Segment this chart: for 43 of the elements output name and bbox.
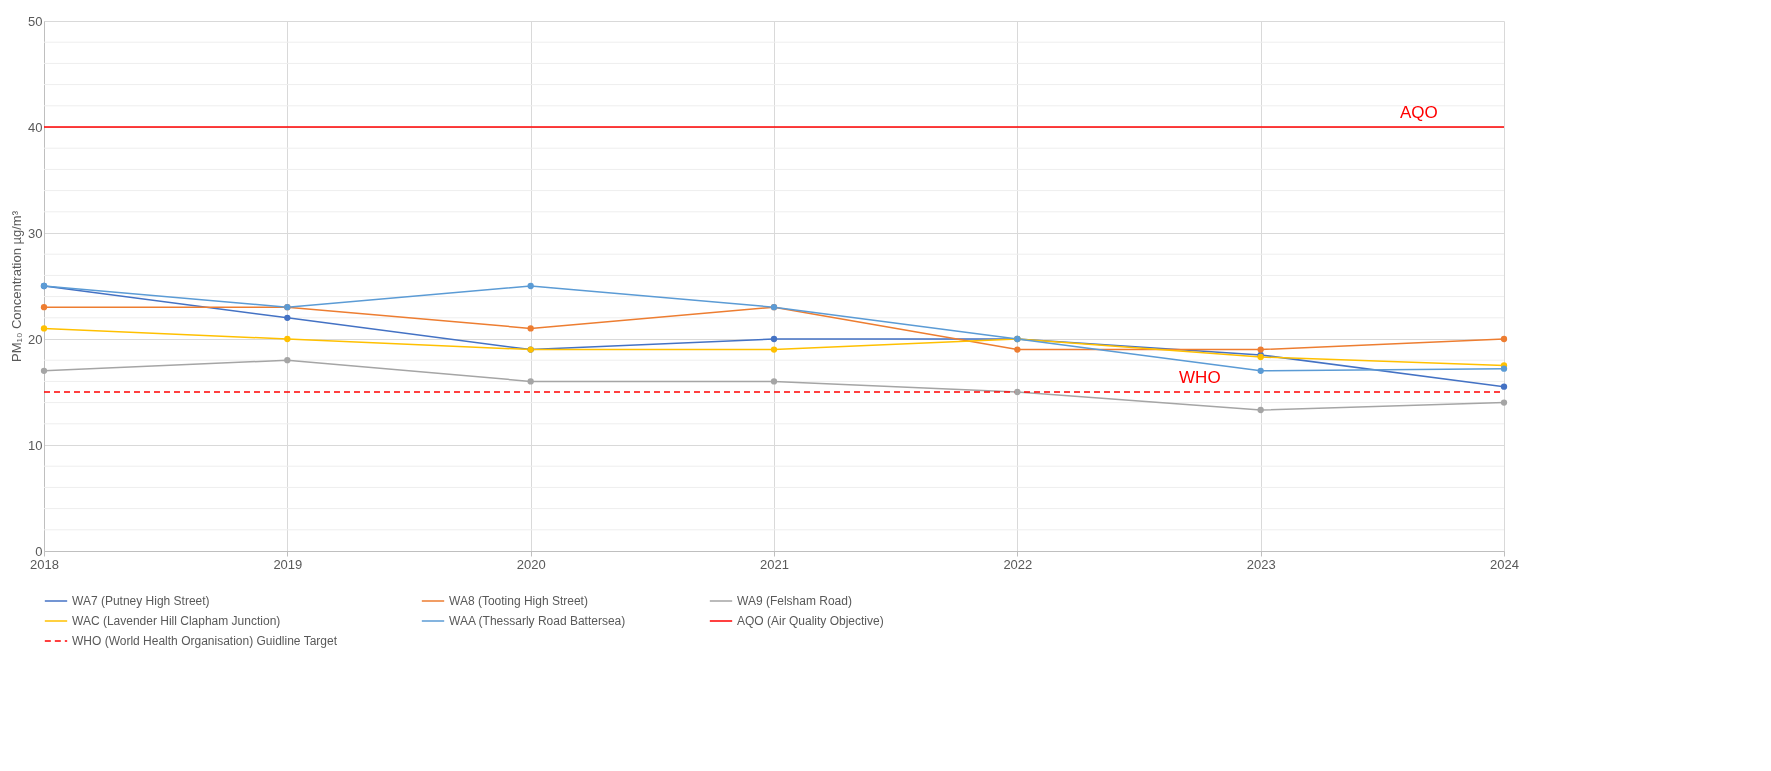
y-tick-label: 0 — [35, 543, 43, 559]
point — [1014, 346, 1021, 353]
point — [1014, 388, 1021, 396]
legend-label: WAC (Lavender Hill Clapham Junction) — [72, 614, 281, 628]
legend-label: WAA (Thessarly Road Battersea) — [449, 614, 626, 628]
point — [1500, 399, 1508, 406]
point — [527, 378, 534, 385]
x-tick-label: 2023 — [1246, 556, 1276, 572]
point — [770, 346, 778, 353]
point — [1500, 335, 1508, 343]
annotation: AQO — [1399, 103, 1438, 122]
y-tick-label: 20 — [28, 331, 43, 347]
legend-label: WA7 (Putney High Street) — [72, 594, 210, 608]
point — [40, 325, 48, 332]
point — [527, 325, 534, 332]
point — [40, 367, 48, 374]
point — [527, 282, 534, 290]
legend-label: WA8 (Tooting High Street) — [449, 594, 588, 608]
y-tick-label: 40 — [28, 119, 43, 135]
point — [40, 304, 48, 311]
point — [770, 335, 778, 343]
legend-label: WHO (World Health Organisation) Guidline Target — [72, 634, 338, 648]
legend-label: WA9 (Felsham Road) — [737, 594, 852, 608]
point — [1257, 406, 1264, 414]
point — [1257, 367, 1264, 374]
x-tick-label: 2024 — [1490, 556, 1519, 572]
y-tick-label: 10 — [28, 437, 43, 453]
point — [1500, 383, 1508, 390]
x-tick-label: 2020 — [516, 556, 546, 572]
x-tick-label: 2019 — [273, 556, 303, 572]
point — [770, 378, 778, 385]
x-tick-label: 2018 — [30, 556, 59, 572]
y-tick-label: 30 — [28, 225, 43, 241]
y-axis-title: PM₁₀ Concentration µg/m³ — [9, 210, 25, 362]
x-tick-label: 2021 — [760, 556, 789, 572]
point — [284, 335, 291, 343]
point — [284, 314, 291, 321]
y-tick-label: 50 — [28, 13, 43, 29]
legend-label: AQO (Air Quality Objective) — [737, 614, 884, 628]
point — [1257, 346, 1264, 353]
annotation: WHO — [1179, 368, 1221, 387]
point — [284, 357, 291, 364]
x-tick-label: 2022 — [1003, 556, 1033, 572]
